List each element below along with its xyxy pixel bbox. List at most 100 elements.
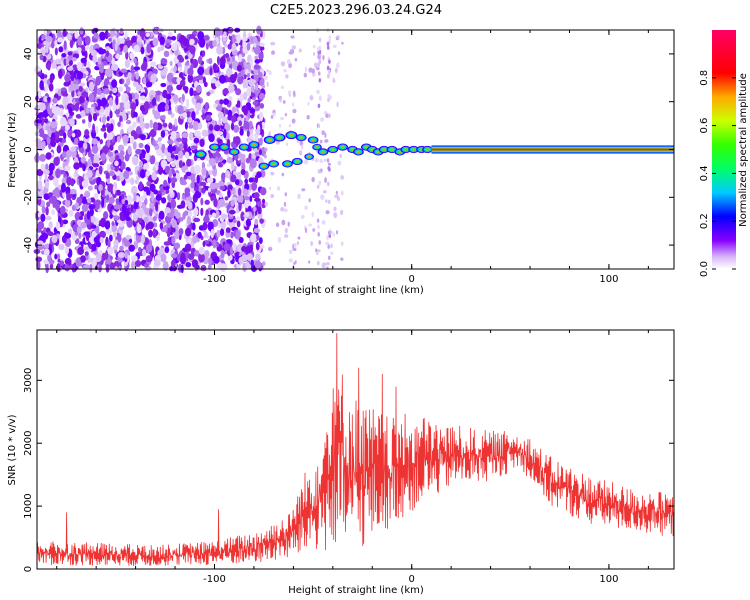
- noise-speckle: [216, 45, 223, 55]
- noise-speckle: [240, 211, 245, 222]
- noise-speckle: [174, 50, 179, 56]
- sparse-speckle: [332, 44, 337, 48]
- noise-speckle: [144, 144, 150, 150]
- sparse-speckle: [325, 262, 330, 266]
- noise-speckle: [123, 45, 129, 54]
- sparse-speckle: [320, 168, 323, 172]
- signal-blob: [404, 148, 408, 151]
- noise-speckle: [205, 209, 209, 215]
- noise-speckle: [91, 243, 97, 252]
- noise-speckle: [179, 255, 186, 265]
- noise-speckle: [58, 129, 65, 137]
- noise-speckle: [141, 218, 145, 229]
- streak-speckle: [318, 49, 322, 55]
- noise-speckle: [106, 177, 111, 185]
- noise-speckle: [174, 230, 180, 240]
- noise-speckle: [243, 121, 250, 130]
- noise-speckle: [163, 50, 170, 58]
- noise-speckle: [171, 146, 176, 152]
- sparse-speckle: [320, 117, 325, 122]
- noise-speckle: [253, 227, 261, 234]
- signal-blob: [382, 148, 386, 151]
- noise-speckle: [114, 42, 118, 51]
- noise-speckle: [255, 253, 261, 261]
- sparse-speckle: [335, 230, 339, 235]
- sparse-speckle: [323, 111, 328, 115]
- noise-speckle: [236, 64, 242, 72]
- noise-speckle: [145, 32, 150, 38]
- sparse-speckle: [278, 123, 282, 128]
- signal-blob: [307, 155, 311, 158]
- noise-speckle: [81, 91, 89, 98]
- noise-speckle: [168, 169, 173, 179]
- noise-speckle: [45, 206, 49, 216]
- noise-speckle: [152, 37, 159, 47]
- noise-speckle: [74, 169, 78, 177]
- noise-speckle: [105, 46, 110, 51]
- sparse-speckle: [283, 201, 287, 207]
- streak-speckle: [327, 97, 330, 103]
- noise-speckle: [64, 264, 70, 272]
- noise-speckle: [106, 246, 114, 255]
- sparse-speckle: [308, 198, 311, 203]
- noise-speckle: [222, 88, 230, 95]
- noise-speckle: [237, 76, 244, 85]
- noise-speckle: [171, 235, 176, 245]
- noise-speckle: [206, 66, 210, 76]
- noise-speckle: [138, 160, 143, 168]
- noise-speckle: [57, 258, 61, 263]
- noise-speckle: [142, 249, 147, 257]
- noise-speckle: [139, 169, 146, 179]
- noise-speckle: [195, 102, 202, 111]
- noise-speckle: [61, 151, 68, 159]
- noise-speckle: [207, 264, 212, 270]
- signal-blob: [412, 148, 416, 151]
- streak-speckle: [328, 59, 331, 64]
- noise-speckle: [253, 147, 258, 153]
- noise-speckle: [51, 40, 55, 49]
- noise-speckle: [80, 57, 87, 64]
- sparse-speckle: [325, 241, 330, 246]
- noise-speckle: [192, 235, 198, 244]
- colorbar-tick-label: 0.6: [699, 118, 710, 134]
- noise-speckle: [46, 201, 51, 208]
- noise-speckle: [46, 96, 51, 102]
- noise-speckle: [56, 145, 62, 154]
- noise-speckle: [156, 93, 160, 102]
- noise-speckle: [174, 154, 179, 161]
- noise-speckle: [36, 139, 42, 149]
- noise-speckle: [35, 119, 43, 124]
- noise-speckle: [131, 260, 135, 270]
- sparse-speckle: [328, 34, 332, 41]
- x-tick-label: 0: [409, 274, 415, 285]
- signal-blob: [321, 150, 325, 153]
- noise-speckle: [230, 115, 237, 123]
- noise-speckle: [183, 142, 188, 151]
- noise-speckle: [155, 201, 159, 212]
- noise-speckle: [246, 253, 253, 261]
- noise-speckle: [223, 128, 227, 139]
- noise-speckle: [59, 107, 64, 117]
- noise-speckle: [146, 43, 152, 54]
- noise-speckle: [127, 145, 132, 155]
- sparse-speckle: [291, 45, 297, 50]
- noise-speckle: [119, 150, 125, 157]
- noise-speckle: [37, 71, 42, 76]
- noise-speckle: [185, 227, 192, 237]
- noise-speckle: [45, 163, 49, 171]
- noise-speckle: [243, 196, 250, 201]
- noise-speckle: [149, 119, 153, 129]
- signal-blob: [272, 162, 276, 165]
- sparse-speckle: [316, 89, 320, 95]
- noise-speckle: [48, 83, 54, 92]
- noise-speckle: [56, 253, 61, 260]
- noise-speckle: [90, 224, 97, 229]
- signal-blob: [364, 146, 368, 149]
- noise-speckle: [57, 30, 62, 39]
- sparse-speckle: [270, 41, 275, 46]
- noise-speckle: [214, 156, 219, 164]
- noise-speckle: [116, 135, 121, 143]
- noise-speckle: [124, 153, 130, 162]
- noise-speckle: [187, 67, 194, 76]
